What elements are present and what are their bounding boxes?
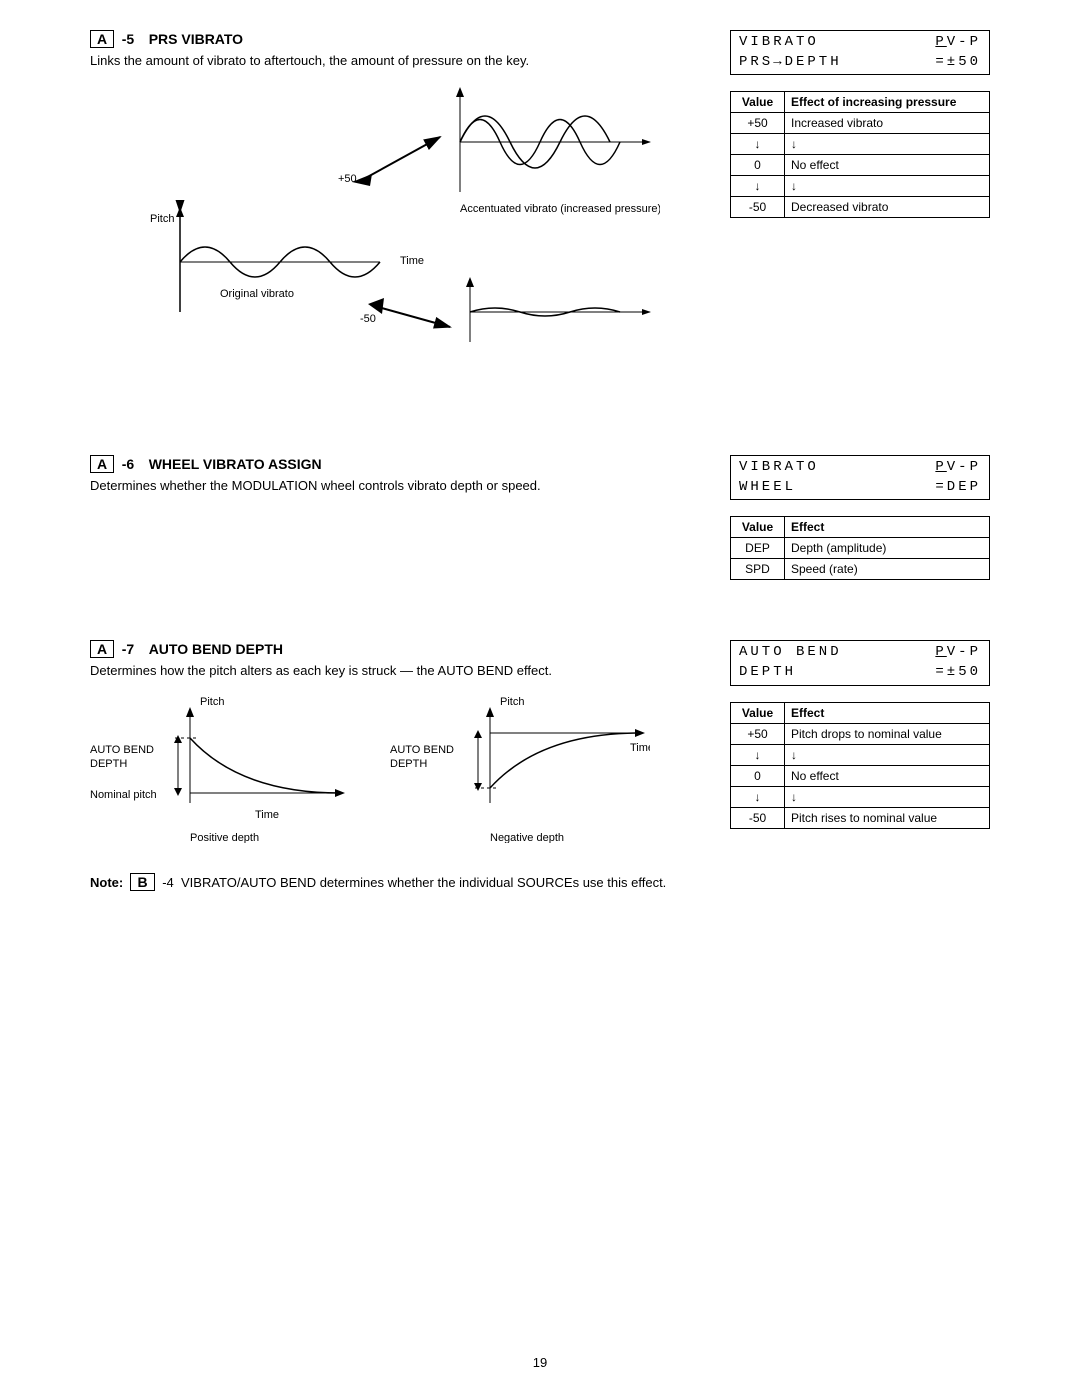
- effect-table-a5: ValueEffect of increasing pressure +50In…: [730, 91, 990, 218]
- svg-text:Pitch: Pitch: [200, 696, 224, 708]
- section-title-a6: WHEEL VIBRATO ASSIGN: [149, 456, 322, 472]
- page-number: 19: [533, 1355, 547, 1370]
- svg-text:DEPTH: DEPTH: [390, 758, 427, 770]
- section-a6: A -6 WHEEL VIBRATO ASSIGN Determines whe…: [90, 455, 1020, 580]
- section-a7: A -7 AUTO BEND DEPTH Determines how the …: [90, 640, 1020, 890]
- svg-text:Pitch: Pitch: [150, 213, 174, 225]
- svg-text:Time: Time: [255, 809, 279, 821]
- section-title-a7: AUTO BEND DEPTH: [149, 641, 283, 657]
- svg-text:Positive depth: Positive depth: [190, 832, 259, 843]
- section-desc-a7: Determines how the pitch alters as each …: [90, 662, 710, 680]
- diagram-a7: Pitch AUTO BEND DEPTH Nominal pitch Time…: [90, 693, 710, 843]
- section-a5: A -5 PRS VIBRATO Links the amount of vib…: [90, 30, 1020, 365]
- svg-text:+50: +50: [338, 173, 357, 185]
- note: Note: B -4 VIBRATO/AUTO BEND determines …: [90, 873, 710, 891]
- effect-table-a7: ValueEffect +50Pitch drops to nominal va…: [730, 702, 990, 829]
- svg-text:Nominal pitch: Nominal pitch: [90, 789, 157, 801]
- section-box-a5: A: [90, 30, 114, 48]
- display-a7: AUTO BENDPV-P DEPTH=±50: [730, 640, 990, 685]
- display-a5: VIBRATOPV-P PRS→DEPTH=±50: [730, 30, 990, 75]
- section-num-a6: -6: [122, 456, 134, 472]
- section-title-a5: PRS VIBRATO: [149, 31, 243, 47]
- svg-text:DEPTH: DEPTH: [90, 758, 127, 770]
- section-num-a5: -5: [122, 31, 134, 47]
- svg-text:Original vibrato: Original vibrato: [220, 288, 294, 300]
- section-box-a6: A: [90, 455, 114, 473]
- section-desc-a5: Links the amount of vibrato to aftertouc…: [90, 52, 710, 70]
- effect-table-a6: ValueEffect DEPDepth (amplitude) SPDSpee…: [730, 516, 990, 580]
- svg-text:AUTO BEND: AUTO BEND: [390, 744, 454, 756]
- display-a6: VIBRATOPV-P WHEEL=DEP: [730, 455, 990, 500]
- svg-text:AUTO BEND: AUTO BEND: [90, 744, 154, 756]
- diagram-a5: Pitch Time Original vibrato +50: [120, 82, 710, 345]
- svg-text:-50: -50: [360, 313, 376, 325]
- section-desc-a6: Determines whether the MODULATION wheel …: [90, 477, 710, 495]
- svg-text:Pitch: Pitch: [500, 696, 524, 708]
- svg-text:Accentuated vibrato (increased: Accentuated vibrato (increased pressure): [460, 203, 660, 215]
- section-box-a7: A: [90, 640, 114, 658]
- svg-text:Negative depth: Negative depth: [490, 832, 564, 843]
- section-num-a7: -7: [122, 641, 134, 657]
- svg-text:Time: Time: [400, 255, 424, 267]
- svg-text:Time: Time: [630, 742, 650, 754]
